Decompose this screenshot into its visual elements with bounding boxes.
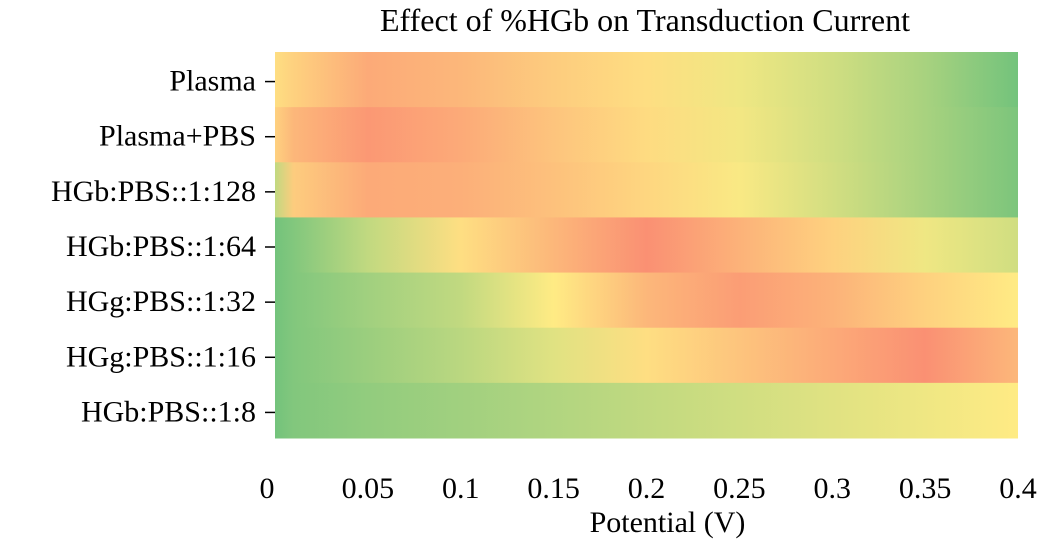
heatmap-row — [275, 52, 1018, 108]
x-tick-label: 0 — [260, 472, 275, 505]
heatmap-row — [275, 382, 1018, 439]
x-tick-label: 0.35 — [899, 472, 952, 505]
y-tick-label: HGb:PBS::1:8 — [81, 395, 256, 428]
x-tick-label: 0.15 — [527, 472, 580, 505]
y-tick-label: HGb:PBS::1:128 — [51, 175, 256, 208]
x-tick-label: 0.25 — [713, 472, 766, 505]
heatmap-row — [275, 107, 1018, 163]
x-axis-label: Potential (V) — [589, 506, 746, 539]
y-tick-label: HGg:PBS::1:16 — [66, 340, 256, 373]
heatmap-row — [275, 327, 1018, 384]
x-tick-label: 0.4 — [999, 472, 1037, 505]
y-tick-label: HGg:PBS::1:32 — [66, 285, 256, 318]
y-tick-label: Plasma+PBS — [99, 120, 256, 153]
heatmap-row — [275, 162, 1018, 218]
y-tick-label: Plasma — [169, 65, 256, 98]
heatmap-row — [275, 217, 1018, 274]
y-tick-label: HGb:PBS::1:64 — [66, 230, 256, 263]
chart-title: Effect of %HGb on Transduction Current — [380, 2, 910, 38]
x-tick-label: 0.2 — [628, 472, 666, 505]
heatmap-row — [275, 272, 1018, 329]
x-tick-label: 0.1 — [442, 472, 480, 505]
x-tick-label: 0.05 — [342, 472, 395, 505]
x-tick-label: 0.3 — [814, 472, 852, 505]
